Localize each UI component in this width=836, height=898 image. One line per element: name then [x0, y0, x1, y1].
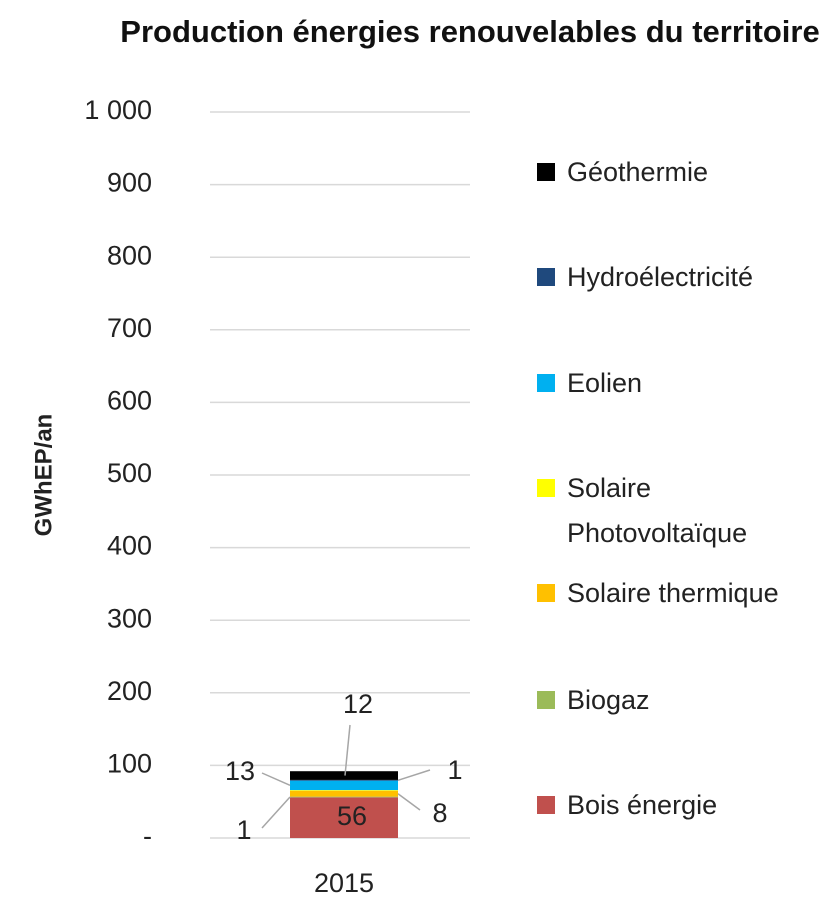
legend-swatch	[537, 268, 555, 286]
leader-line	[261, 772, 291, 787]
legend-item: Solaire Photovoltaïque	[537, 466, 832, 556]
data-label: 1	[236, 815, 251, 845]
bar-segment	[290, 771, 398, 780]
legend-swatch	[537, 163, 555, 181]
bar-segment	[290, 779, 398, 781]
legend-item: Géothermie	[537, 150, 832, 195]
bar-segment	[290, 797, 398, 838]
y-tick-label: 500	[107, 458, 152, 488]
y-tick-label: 400	[107, 531, 152, 561]
legend-item: Biogaz	[537, 678, 832, 723]
chart-title: Production énergies renouvelables du ter…	[120, 14, 820, 49]
legend-label: Solaire Photovoltaïque	[567, 473, 748, 548]
bar-segment	[290, 796, 398, 798]
leader-line	[261, 796, 291, 829]
y-tick-label: 100	[107, 749, 152, 779]
legend-item: Solaire thermique	[537, 571, 832, 616]
y-tick-label: 300	[107, 603, 152, 633]
leader-line	[397, 769, 431, 781]
bar-segment	[290, 790, 398, 791]
legend-item: Eolien	[537, 361, 832, 406]
y-tick-label: 1 000	[84, 95, 152, 125]
legend-item: Hydroélectricité	[537, 255, 832, 300]
legend-label: Solaire thermique	[567, 578, 779, 608]
y-axis-label: GWhEP/an	[30, 414, 57, 537]
legend-label: Eolien	[567, 368, 643, 398]
data-label: 56	[337, 801, 367, 831]
y-tick-label: -	[143, 821, 152, 851]
data-label: 13	[225, 756, 255, 786]
y-tick-label: 900	[107, 168, 152, 198]
bar-segment	[290, 780, 398, 791]
legend-label: Biogaz	[567, 685, 650, 715]
x-tick-label: 2015	[314, 868, 374, 898]
y-tick-label: 800	[107, 240, 152, 270]
y-tick-label: 700	[107, 313, 152, 343]
data-label: 12	[343, 689, 373, 719]
legend-swatch	[537, 374, 555, 392]
legend-label: Bois énergie	[567, 790, 718, 820]
data-label: 1	[447, 755, 462, 785]
y-tick-label: 600	[107, 386, 152, 416]
legend-swatch	[537, 584, 555, 602]
data-label: 8	[432, 798, 447, 828]
leader-line	[344, 724, 351, 776]
legend-label: Géothermie	[567, 157, 709, 187]
legend-swatch	[537, 691, 555, 709]
leader-line	[397, 793, 421, 811]
legend-item: Bois énergie	[537, 783, 832, 828]
legend-swatch	[537, 796, 555, 814]
legend-label: Hydroélectricité	[567, 262, 754, 292]
y-tick-label: 200	[107, 676, 152, 706]
legend-swatch	[537, 479, 555, 497]
bar-segment	[290, 790, 398, 797]
